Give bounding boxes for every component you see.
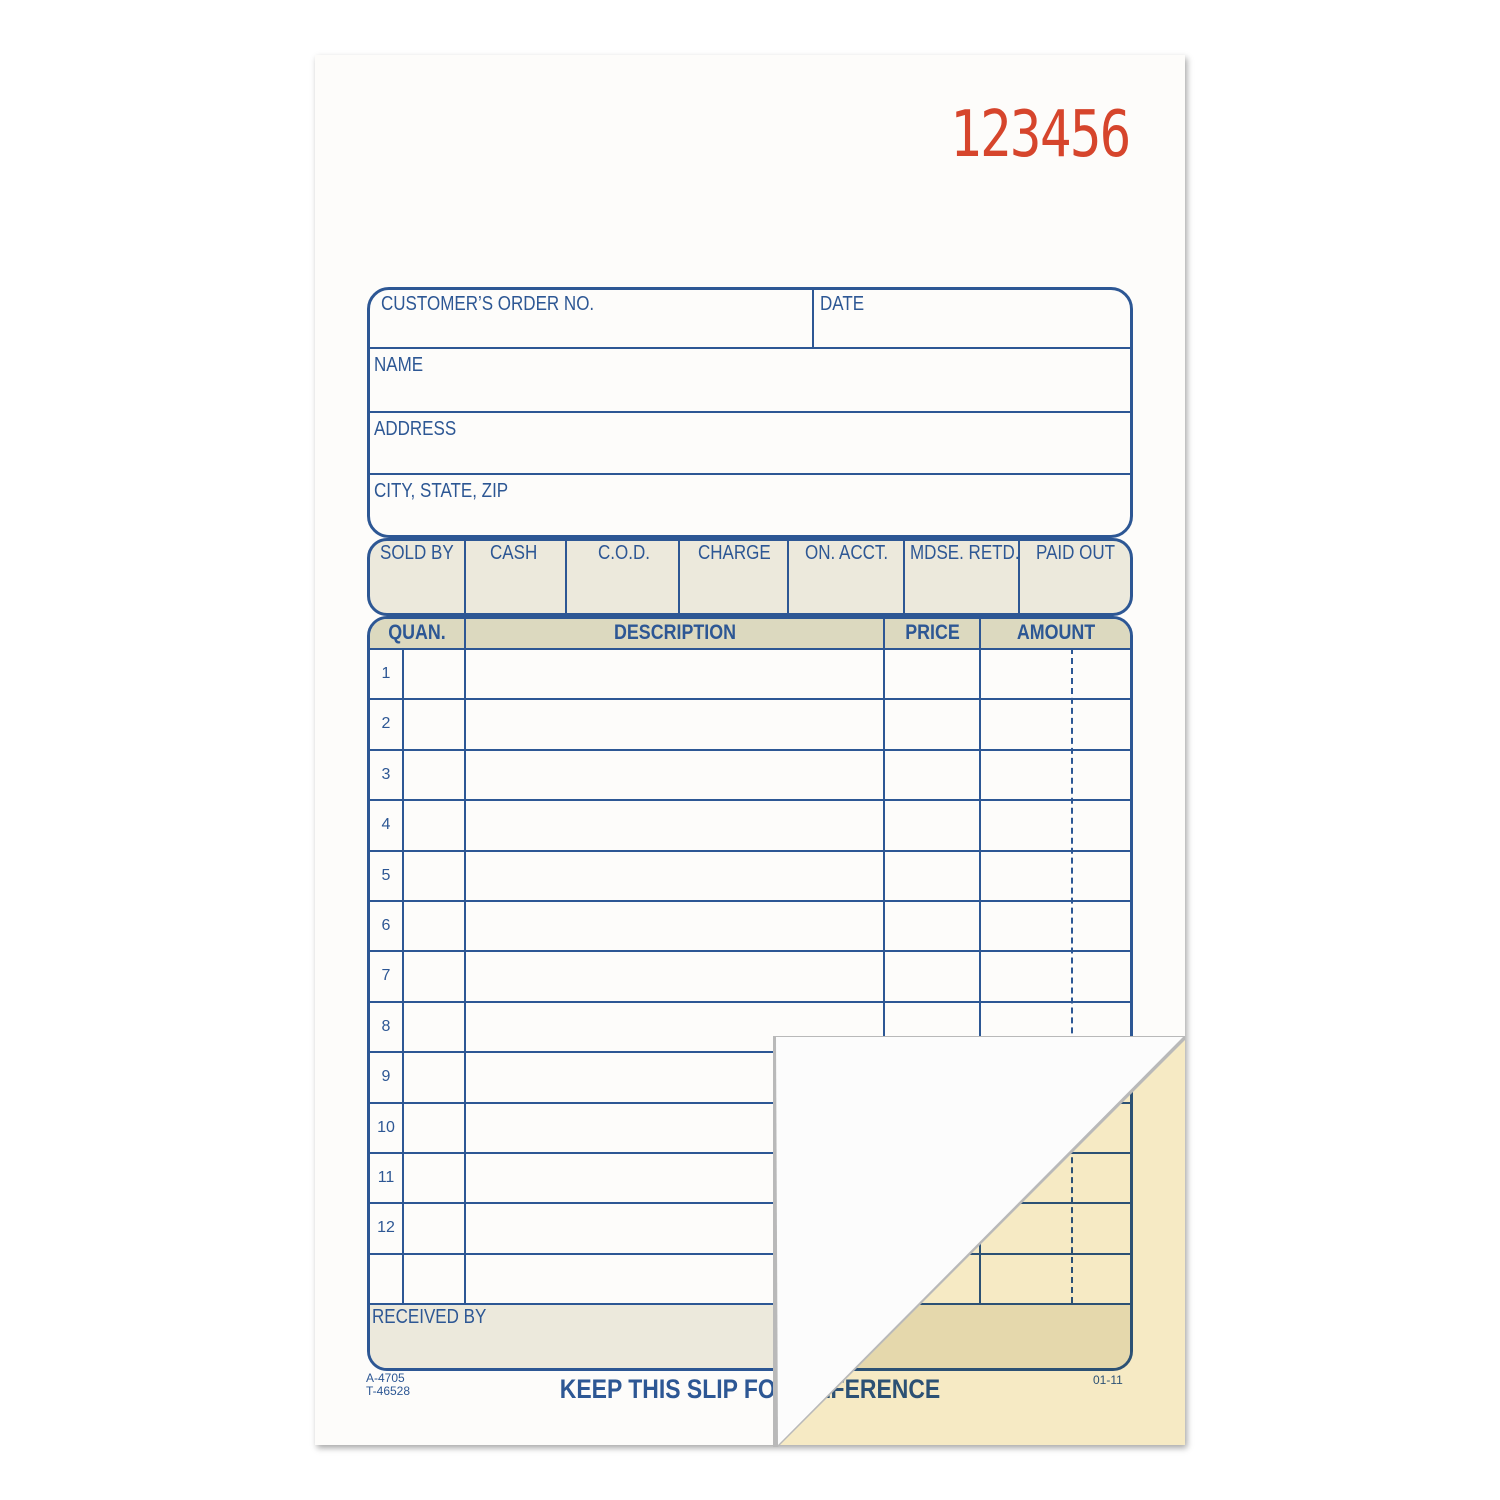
divider (369, 347, 1131, 349)
row-number: 11 (377, 1169, 395, 1186)
table-header-shade (370, 619, 1130, 650)
city-state-zip-field[interactable]: CITY, STATE, ZIP (374, 480, 509, 502)
row-divider (369, 799, 1131, 802)
name-field[interactable]: NAME (374, 354, 424, 376)
header-description: DESCRIPTION (613, 621, 736, 644)
order-no-field[interactable]: CUSTOMER’S ORDER NO. (381, 293, 595, 315)
row-number: 4 (381, 816, 391, 834)
divider (369, 411, 1131, 413)
date-field[interactable]: DATE (820, 293, 865, 315)
row-number: 2 (381, 715, 391, 733)
divider (369, 473, 1131, 475)
column-divider (979, 616, 981, 1304)
address-field[interactable]: ADDRESS (374, 418, 457, 440)
row-number: 10 (377, 1118, 395, 1136)
row-divider (369, 1101, 1131, 1104)
row-divider (369, 748, 1131, 751)
row-number: 1 (381, 665, 391, 682)
row-number: 5 (381, 866, 391, 884)
column-divider (402, 648, 404, 1304)
row-number: 8 (381, 1017, 391, 1035)
row-number: 6 (381, 917, 391, 934)
on-account-field[interactable]: ON. ACCT. (805, 542, 889, 564)
form-code-2: T-46528 (366, 1384, 411, 1398)
received-by-field[interactable]: RECEIVED BY (372, 1306, 487, 1328)
divider (565, 540, 567, 614)
row-number: 12 (377, 1219, 395, 1237)
row-divider (369, 849, 1131, 852)
row-divider (369, 1252, 1131, 1255)
row-divider (369, 648, 1131, 650)
cash-field[interactable]: CASH (490, 542, 538, 564)
form-code-1: A-4705 (366, 1371, 405, 1385)
row-divider (369, 1303, 1131, 1306)
column-divider (464, 616, 466, 1304)
cents-divider (1071, 648, 1073, 1304)
row-number: 7 (381, 967, 391, 985)
row-divider (369, 1202, 1131, 1205)
divider (678, 540, 680, 614)
row-divider (369, 950, 1131, 953)
cod-field[interactable]: C.O.D. (598, 542, 650, 564)
divider (787, 540, 789, 614)
row-divider (369, 1051, 1131, 1054)
charge-field[interactable]: CHARGE (698, 542, 771, 564)
mdse-returned-field[interactable]: MDSE. RETD. (910, 542, 1020, 564)
divider (812, 289, 814, 348)
row-divider (369, 900, 1131, 902)
column-divider (883, 616, 885, 1304)
sold-by-field[interactable]: SOLD BY (380, 542, 454, 564)
paid-out-field[interactable]: PAID OUT (1036, 542, 1116, 564)
row-number: 9 (381, 1068, 391, 1086)
customer-info-box (367, 287, 1133, 538)
header-amount: AMOUNT (1016, 621, 1096, 644)
divider (464, 540, 466, 614)
payment-box (367, 538, 1133, 616)
serial-number: 123456 (950, 98, 1131, 172)
row-number: 3 (381, 765, 391, 783)
header-quan: QUAN. (388, 621, 446, 644)
row-divider (369, 1000, 1131, 1003)
header-price: PRICE (905, 621, 960, 644)
row-divider (369, 698, 1131, 701)
row-divider (369, 1152, 1131, 1154)
divider (903, 540, 905, 614)
divider (1018, 540, 1020, 614)
